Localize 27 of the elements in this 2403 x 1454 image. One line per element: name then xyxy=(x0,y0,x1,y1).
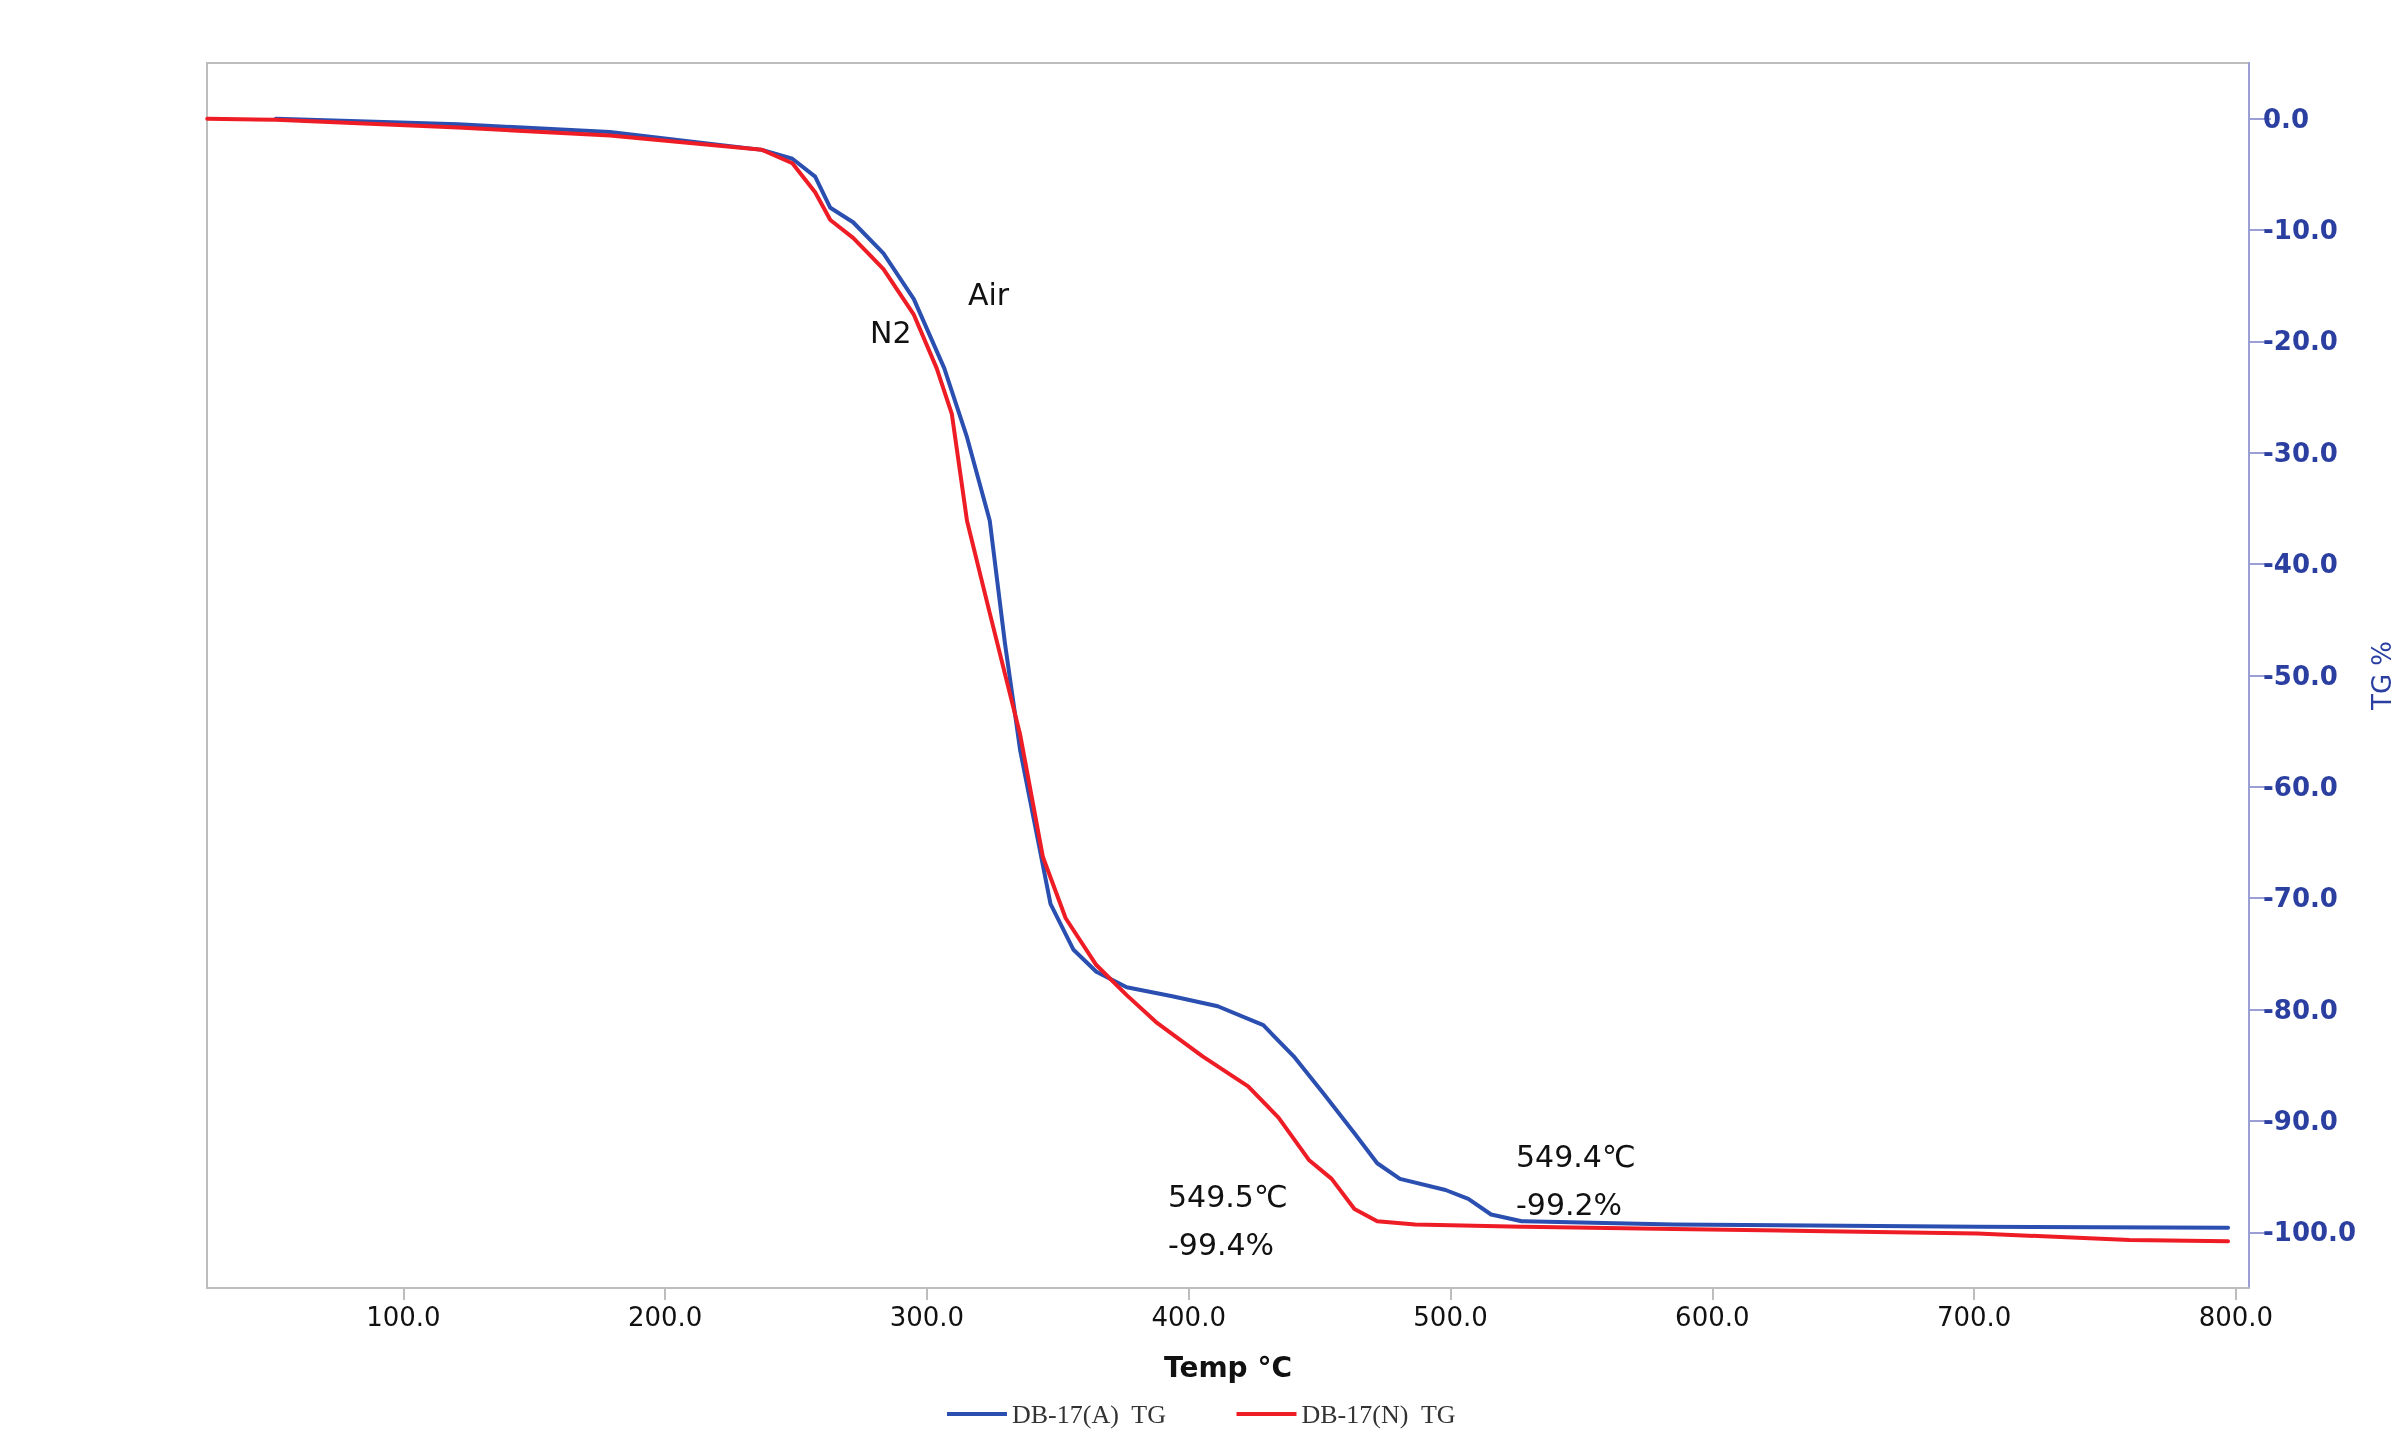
annotation: 549.5℃ -99.4% xyxy=(1168,1178,1288,1262)
y-tick-label: -30.0 xyxy=(2263,437,2338,468)
annotation: N2 xyxy=(870,314,912,350)
x-tick-label: 200.0 xyxy=(627,1302,703,1332)
y-tick-label: -60.0 xyxy=(2263,771,2338,802)
y-tick-label: -20.0 xyxy=(2263,326,2338,357)
annotation: 549.4℃ -99.2% xyxy=(1516,1138,1636,1222)
y-tick-label: -80.0 xyxy=(2263,994,2338,1025)
y-tick-label: -10.0 xyxy=(2263,215,2338,246)
x-tick-label: 100.0 xyxy=(366,1302,441,1332)
y-tick-label: 0.0 xyxy=(2263,103,2310,134)
x-tick-label: 300.0 xyxy=(889,1302,965,1332)
x-tick-label: 700.0 xyxy=(1936,1302,2012,1332)
y-tick-label: -70.0 xyxy=(2263,883,2338,914)
legend-label: DB-17(N) TG xyxy=(1301,1399,1456,1429)
y-tick-label: -100.0 xyxy=(2263,1217,2357,1248)
y-tick-label: -50.0 xyxy=(2263,660,2338,691)
x-tick-label: 400.0 xyxy=(1151,1302,1226,1332)
legend-label: DB-17(A) TG xyxy=(1011,1399,1167,1429)
annotation: Air xyxy=(968,276,1010,312)
x-tick-label: 500.0 xyxy=(1413,1302,1488,1332)
y-tick-label: -40.0 xyxy=(2263,549,2338,580)
y-tick-label: -90.0 xyxy=(2263,1105,2338,1136)
y-axis-title: TG % xyxy=(2367,641,2397,711)
x-tick-label: 800.0 xyxy=(2198,1302,2274,1332)
x-axis-title: Temp °C xyxy=(1164,1350,1292,1384)
x-tick-label: 600.0 xyxy=(1675,1302,1750,1332)
